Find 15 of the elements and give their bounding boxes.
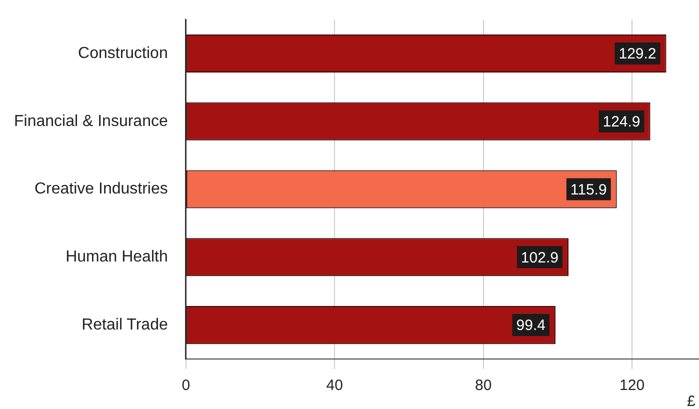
x-tick-label: 80 bbox=[474, 377, 492, 394]
y-tick-label: Human Health bbox=[66, 248, 168, 266]
data-label: 115.9 bbox=[570, 181, 607, 198]
y-tick-label: Financial & Insurance bbox=[14, 112, 168, 130]
x-tick-label: 120 bbox=[620, 377, 645, 394]
x-tick-label: 40 bbox=[326, 377, 343, 394]
x-tick-label: 0 bbox=[182, 377, 190, 394]
y-tick-label: Creative Industries bbox=[34, 180, 168, 198]
x-axis-title: £ bbox=[687, 393, 696, 409]
data-label: 102.9 bbox=[520, 249, 558, 266]
data-label: 124.9 bbox=[602, 114, 640, 131]
data-label: 99.4 bbox=[516, 317, 546, 334]
y-tick-label: Retail Trade bbox=[82, 316, 168, 334]
data-label: 129.2 bbox=[618, 46, 656, 63]
y-tick-label: Construction bbox=[78, 44, 168, 62]
